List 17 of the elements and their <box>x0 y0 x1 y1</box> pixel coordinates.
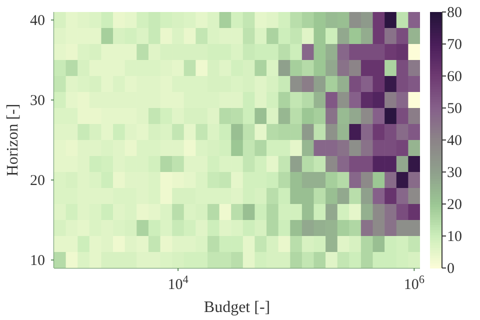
x-tick-label: 10$^{6}$ <box>404 274 425 293</box>
y-axis-title: Horizon [-] <box>4 104 22 176</box>
y-tick-label: 40 <box>30 13 45 29</box>
color-bar-label: 40 <box>447 133 462 149</box>
y-tick-label: 20 <box>30 173 45 189</box>
y-tick-label: 30 <box>30 93 45 109</box>
y-tick-label: 10 <box>30 253 45 269</box>
color-bar-label: 0 <box>447 261 454 277</box>
color-bar-label: 20 <box>447 197 462 213</box>
x-tick-label: 10$^{4}$ <box>168 274 189 293</box>
color-bar-label: 50 <box>447 101 462 117</box>
color-bar-label: 60 <box>447 69 462 85</box>
color-bar-label: 10 <box>447 229 462 245</box>
color-bar-label: 80 <box>447 5 462 21</box>
color-bar-label: 70 <box>447 37 462 53</box>
color-bar-label: 30 <box>447 165 462 181</box>
x-axis-title: Budget [-] <box>204 299 270 316</box>
